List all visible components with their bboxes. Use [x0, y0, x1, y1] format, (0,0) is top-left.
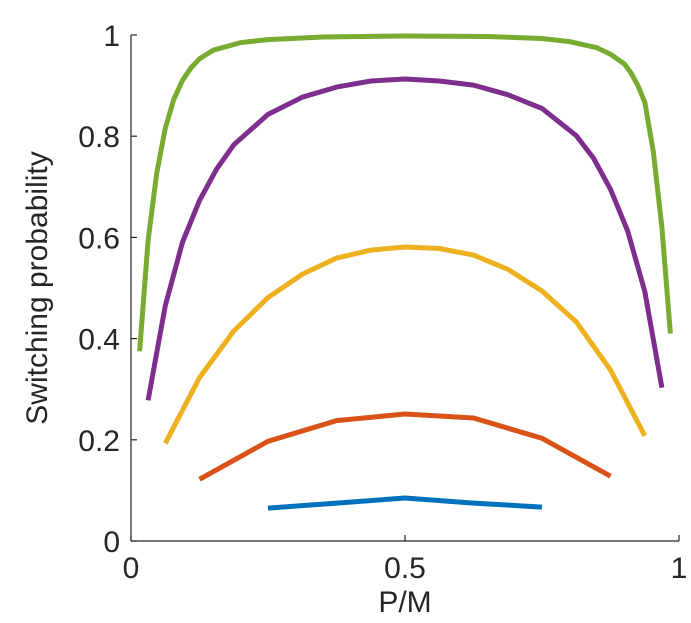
x-tick-label: 0.5 — [384, 552, 426, 585]
axes — [130, 35, 679, 542]
x-tick-label: 0 — [123, 552, 140, 585]
axis-ticks: 0 0.5 1 0 0.2 0.4 0.6 0.8 1 — [78, 20, 687, 585]
y-tick-label: 0 — [103, 526, 120, 559]
x-tick-label: 1 — [671, 552, 688, 585]
y-axis-label: Switching probability — [21, 151, 54, 424]
series-line-5 — [137, 33, 673, 352]
series-line-2 — [198, 411, 612, 482]
y-tick-label: 0.4 — [78, 324, 120, 357]
series-line-4 — [145, 76, 665, 401]
series-line-3 — [163, 244, 648, 445]
plot-lines — [137, 33, 673, 511]
y-tick-label: 0.6 — [78, 222, 120, 255]
series-line-1 — [267, 495, 543, 511]
y-tick-label: 0.8 — [78, 121, 120, 154]
x-axis-label: P/M — [378, 586, 431, 619]
y-tick-label: 1 — [103, 20, 120, 53]
y-tick-label: 0.2 — [78, 425, 120, 458]
